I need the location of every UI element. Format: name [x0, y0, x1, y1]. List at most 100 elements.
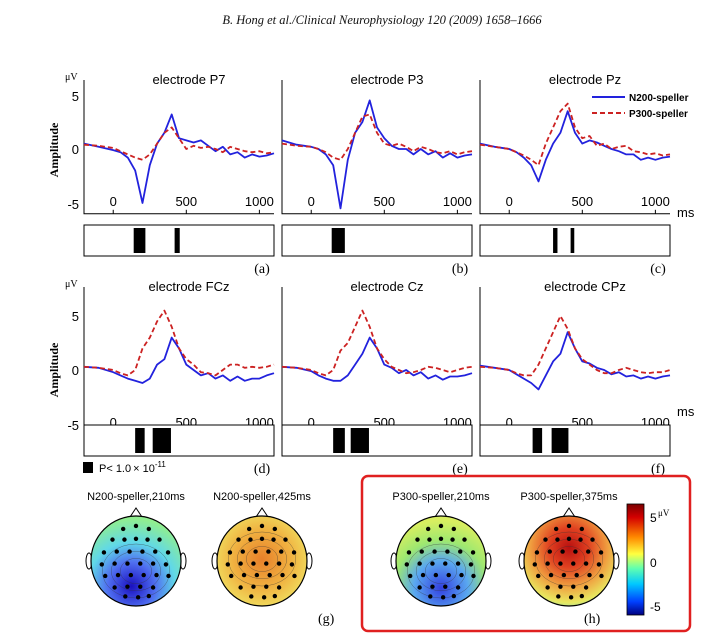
topomap-title: N200-speller,425ms: [213, 491, 311, 503]
electrode-dot: [599, 550, 603, 554]
n200-series-line: [282, 100, 472, 208]
electrode-dot: [127, 549, 131, 553]
electrode-dot: [138, 584, 142, 588]
significance-legend: P< 1.0 × 10-11: [83, 460, 166, 475]
x-tick-label: 0: [110, 194, 117, 209]
significance-bar: [134, 228, 146, 253]
significance-bar: [135, 428, 145, 453]
topomap-head: [519, 508, 619, 606]
electrode-dot: [264, 561, 268, 565]
electrode-dot: [567, 537, 571, 541]
topomap-title: P300-speller,210ms: [392, 491, 490, 503]
electrode-dot: [426, 527, 430, 531]
topomap-title: N200-speller,210ms: [87, 491, 185, 503]
p300-series-line: [84, 311, 274, 376]
plot-axes: [480, 287, 670, 435]
electrode-dot: [456, 585, 460, 589]
colorbar-unit: μV: [658, 508, 670, 518]
electrode-dot: [462, 537, 466, 541]
electrode-dot: [116, 573, 120, 577]
electrode-dot: [405, 562, 409, 566]
electrode-dot: [420, 549, 424, 553]
legend-n200-label: N200-speller: [629, 93, 689, 104]
topomap-head: [212, 508, 312, 606]
panel-label-h: (h): [584, 612, 601, 627]
electrode-dot: [536, 574, 540, 578]
sig-base: 10: [140, 463, 155, 475]
significance-bar: [333, 428, 345, 453]
electrode-dot: [580, 527, 584, 531]
electrode-dot: [125, 561, 129, 565]
electrode-dot: [273, 594, 277, 598]
electrode-dot: [273, 527, 277, 531]
electrode-dot: [115, 549, 119, 553]
x-tick-label: 0: [506, 194, 513, 209]
electrode-dot: [430, 584, 434, 588]
electrode-dot: [166, 574, 170, 578]
x-tick-label: 500: [175, 194, 197, 209]
electrode-dot: [434, 573, 438, 577]
topomap-heads: [86, 508, 619, 606]
electrode-dot: [238, 585, 242, 589]
y-axis-title-row1: Amplitude: [47, 122, 61, 177]
electrode-dot: [452, 594, 456, 598]
electrode-dot: [145, 537, 149, 541]
erp-panel: electrode P7 0 500 1000 (a): [84, 72, 274, 277]
n200-series-line: [84, 114, 274, 203]
electrode-dot: [138, 561, 142, 565]
electrode-dot: [586, 549, 590, 553]
n200-series-line: [282, 338, 472, 381]
erp-panel: electrode Cz0 500 1000(e): [282, 279, 472, 477]
topomap-head: [86, 508, 186, 606]
panel-title: electrode P7: [153, 72, 226, 87]
electrode-dot: [280, 573, 284, 577]
electrode-dot: [443, 561, 447, 565]
electrode-dot: [571, 561, 575, 565]
n200-series-line: [84, 338, 274, 383]
plot-axes: [84, 287, 274, 435]
electrode-dot: [458, 549, 462, 553]
electrode-dot: [151, 561, 155, 565]
panel-label: (d): [254, 462, 271, 477]
significance-bar: [552, 428, 569, 453]
electrode-dot: [153, 549, 157, 553]
panel-title: electrode P3: [351, 72, 424, 87]
electrode-dot: [408, 574, 412, 578]
electrode-dot: [283, 537, 287, 541]
electrode-dot: [417, 561, 421, 565]
row2-y-axis: μV Amplitude 5 0 -5: [47, 279, 79, 433]
panel-title: electrode CPz: [544, 279, 626, 294]
electrode-dot: [407, 550, 411, 554]
topomaps: N200-speller,210ms N200-speller,425ms P3…: [86, 476, 690, 631]
significance-bar: [571, 228, 575, 253]
colorbar-min: -5: [650, 600, 661, 614]
electrode-dot: [248, 537, 252, 541]
electrode-dot: [599, 574, 603, 578]
x-tick-label: 500: [571, 194, 593, 209]
significance-strip: [282, 425, 472, 456]
electrode-dot: [439, 524, 443, 528]
p300-series-line: [84, 127, 274, 159]
electrode-dot: [125, 584, 129, 588]
colorbar: [627, 504, 644, 615]
electrode-dot: [229, 574, 233, 578]
electrode-dot: [129, 573, 133, 577]
electrode-dot: [562, 573, 566, 577]
y-tick-label: -5: [67, 197, 79, 212]
n200-series-line: [480, 111, 670, 181]
x-tick-label: 1000: [443, 194, 472, 209]
electrode-dot: [535, 550, 539, 554]
x-tick-label: 0: [308, 194, 315, 209]
electrode-dot: [428, 594, 432, 598]
erp-panel: electrode P30 500 1000(b): [282, 72, 472, 277]
electrode-dot: [110, 537, 114, 541]
electrode-dot: [545, 585, 549, 589]
electrode-dot: [140, 549, 144, 553]
electrode-dot: [123, 594, 127, 598]
electrode-dot: [236, 537, 240, 541]
x-unit-row1: ms: [677, 205, 695, 220]
electrode-dot: [136, 595, 140, 599]
electrode-dot: [271, 537, 275, 541]
electrode-dot: [251, 584, 255, 588]
erp-panels: electrode P70 500 1000(a)electrode P30 500 1…: [84, 72, 670, 477]
